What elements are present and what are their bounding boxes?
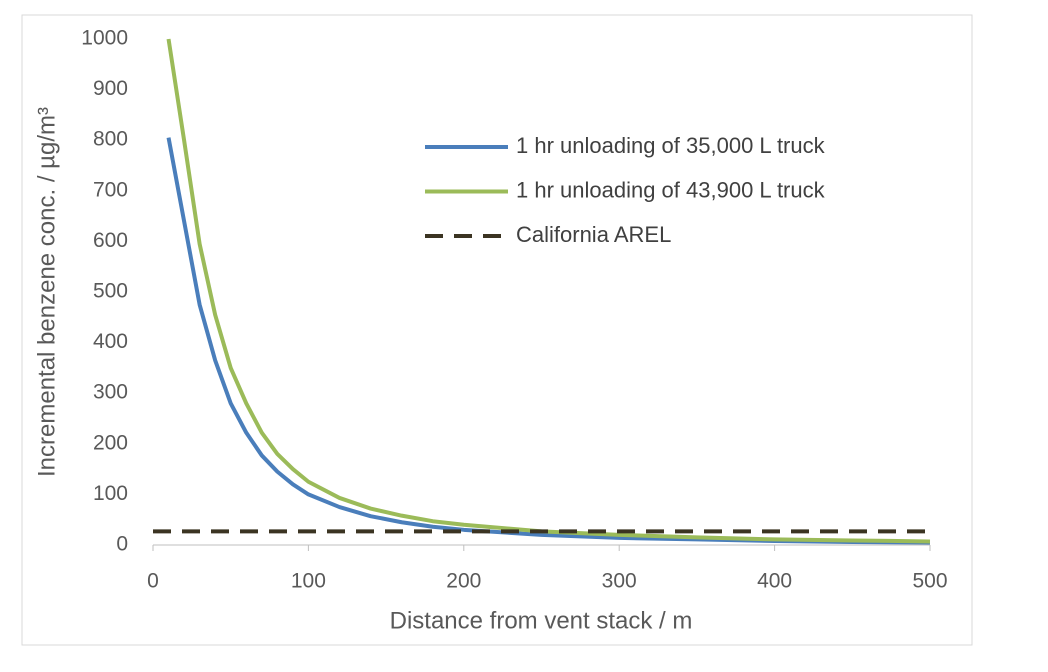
y-axis-title: Incremental benzene conc. / µg/m³ <box>33 107 60 477</box>
x-tick-label: 500 <box>912 570 947 593</box>
y-tick-label: 1000 <box>81 27 128 50</box>
x-tick-label: 200 <box>446 570 481 593</box>
y-tick-label: 700 <box>93 178 128 201</box>
data-line <box>166 137 931 545</box>
y-tick-label: 500 <box>93 280 128 303</box>
data-line <box>166 38 931 544</box>
x-tick-label: 100 <box>291 570 326 593</box>
legend-label: 1 hr unloading of 35,000 L truck <box>516 133 826 158</box>
x-tick-label: 300 <box>602 570 637 593</box>
y-tick-label: 800 <box>93 128 128 151</box>
y-tick-label: 600 <box>93 229 128 252</box>
y-tick-label: 100 <box>93 482 128 505</box>
y-tick-label: 900 <box>93 77 128 100</box>
x-axis-title: Distance from vent stack / m <box>390 607 693 634</box>
legend-label: California AREL <box>516 222 671 247</box>
x-tick-label: 400 <box>757 570 792 593</box>
y-tick-label: 300 <box>93 381 128 404</box>
y-tick-label: 400 <box>93 330 128 353</box>
y-tick-label: 0 <box>116 533 128 556</box>
chart-frame <box>21 14 973 646</box>
legend-label: 1 hr unloading of 43,900 L truck <box>516 177 826 202</box>
x-tick-label: 0 <box>147 570 159 593</box>
y-tick-label: 200 <box>93 431 128 454</box>
